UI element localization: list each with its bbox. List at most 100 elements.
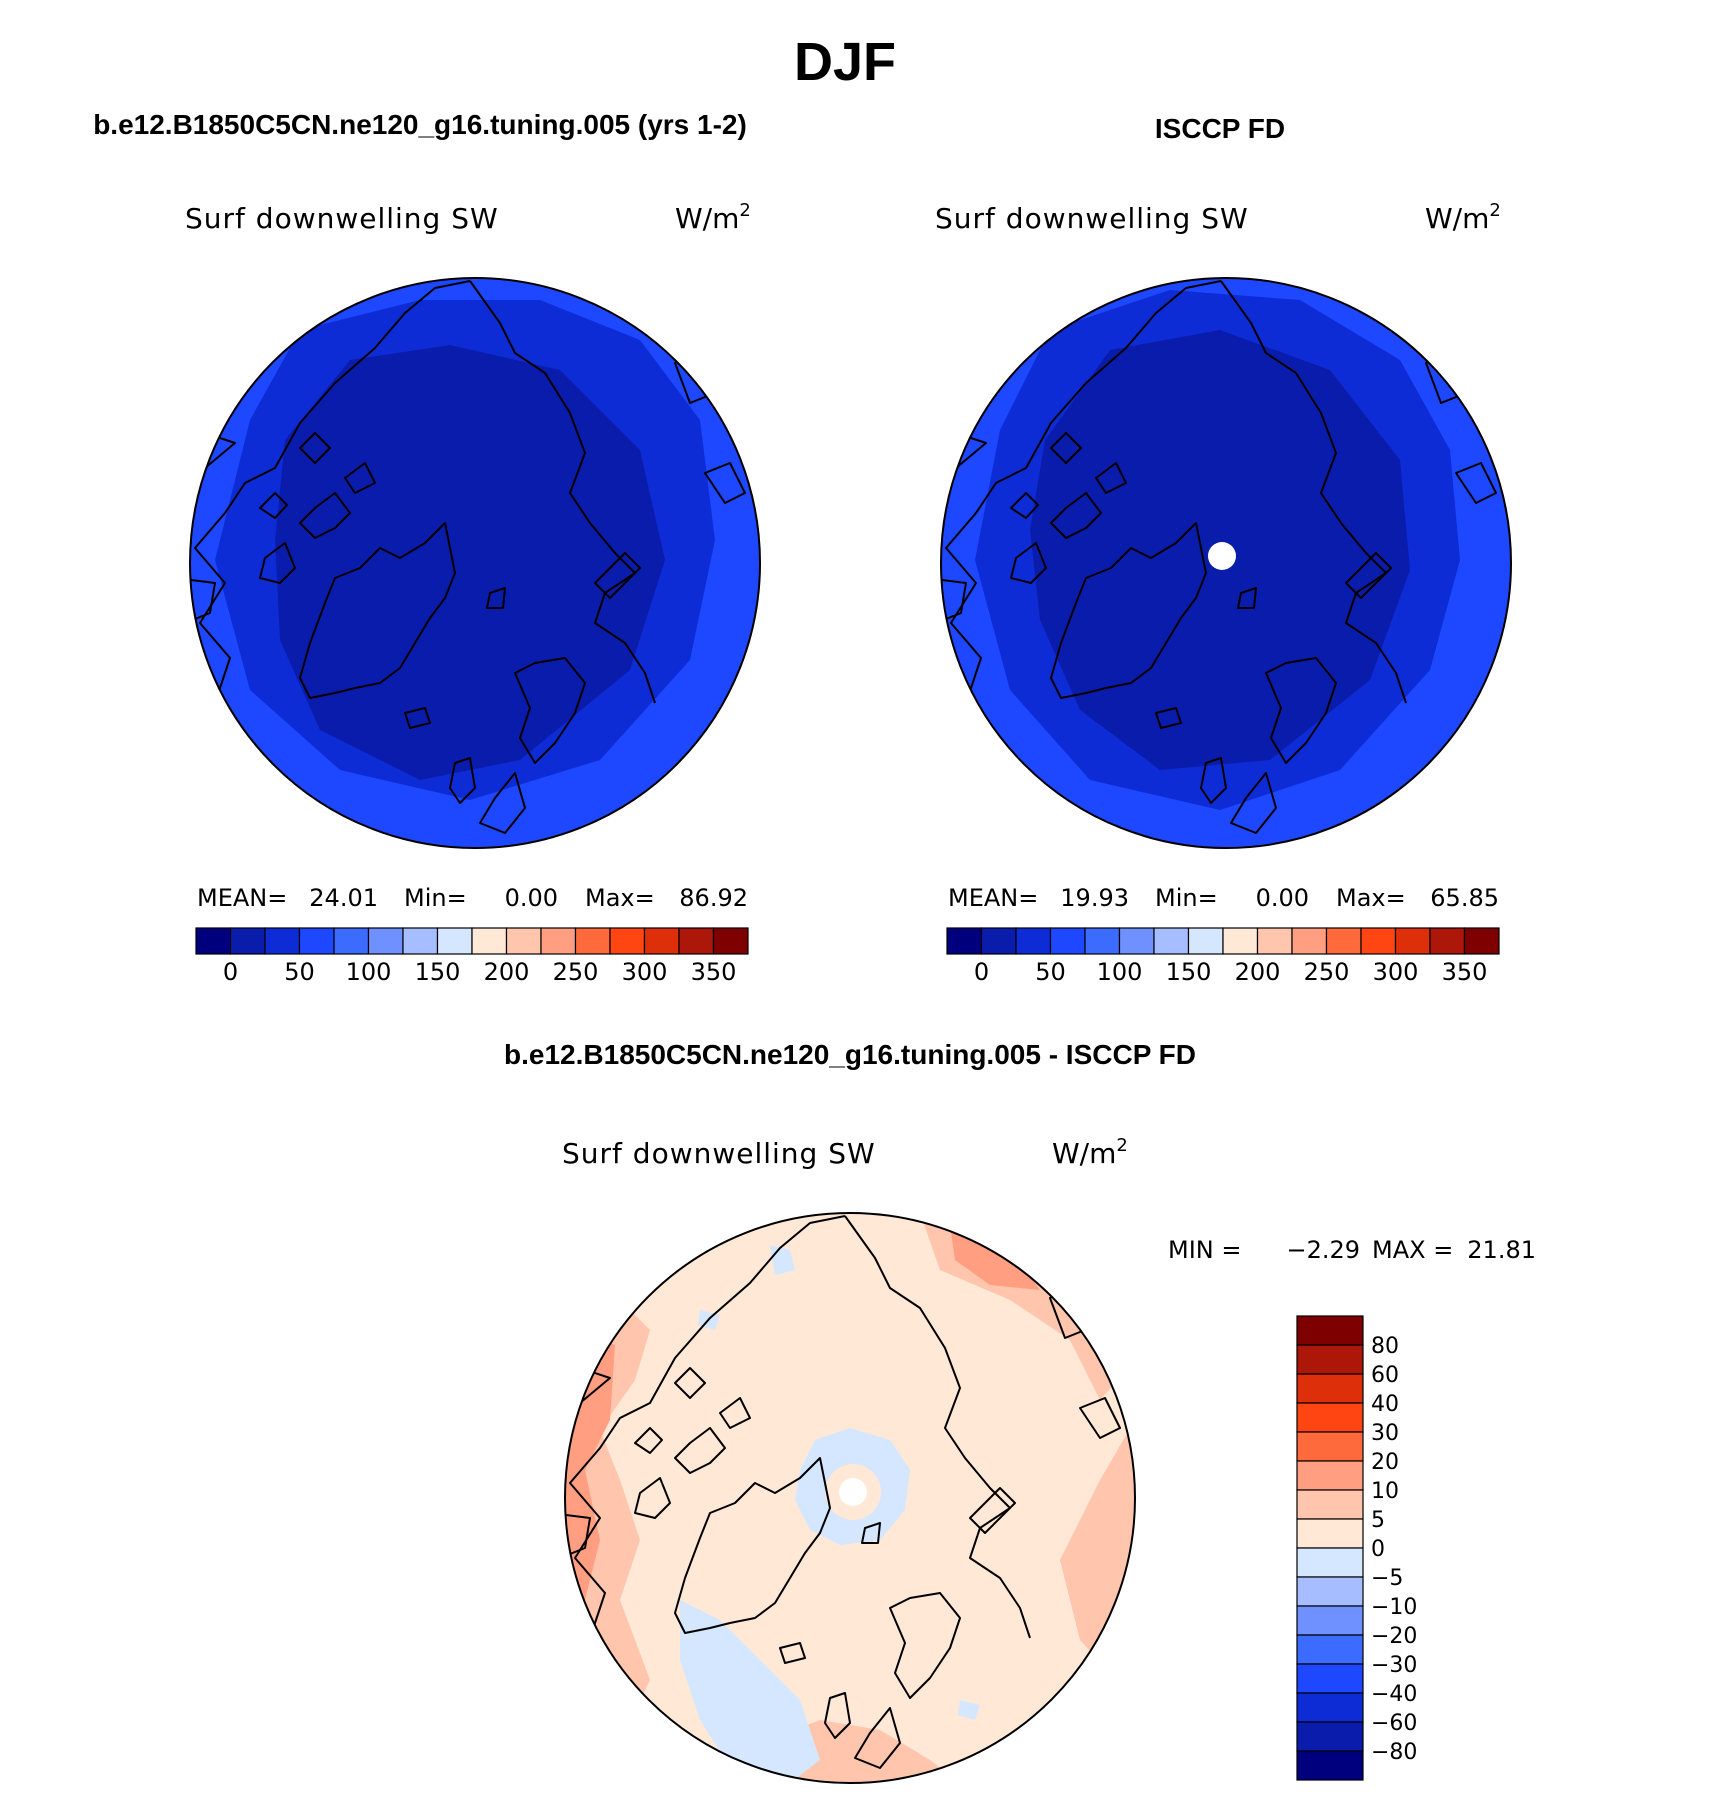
units-exp-obs: 2 (1489, 200, 1500, 221)
colorbar-box (298, 927, 335, 955)
max-value-model: 86.92 (679, 884, 748, 912)
colorbar-tick-label: 20 (1371, 1450, 1399, 1475)
colorbar-box (1291, 927, 1328, 955)
colorbar-tick-label: 80 (1371, 1334, 1399, 1359)
colorbar-box (1015, 927, 1052, 955)
min-value-model: 0.00 (505, 884, 558, 912)
missing-pole-obs (1208, 542, 1236, 570)
variable-label-model: Surf downwelling SW (185, 202, 499, 235)
min-label-obs: Min= (1155, 884, 1218, 912)
max-label-obs: Max= (1336, 884, 1406, 912)
colorbar-tick-label: −80 (1371, 1740, 1417, 1765)
colorbar-obs: 0 50 100 150 200 250 300 350 (946, 927, 1500, 986)
colorbar-box (1296, 1315, 1364, 1346)
colorbar-diff: 80 60 40 30 20 10 5 0 −5 −10 −20 −30 −40 −60 −80 (1296, 1315, 1417, 1781)
colorbar-box (1296, 1344, 1364, 1375)
colorbar-box (1463, 927, 1500, 955)
colorbar-box (574, 927, 611, 955)
panel-model: b.e12.B1850C5CN.ne120_g16.tuning.005 (yr… (93, 109, 761, 986)
colorbar-box (471, 927, 508, 955)
zone-cool-right-diff (958, 1700, 980, 1720)
colorbar-box (229, 927, 266, 955)
colorbar-box (436, 927, 473, 955)
colorbar-tick-label: 0 (1371, 1537, 1385, 1562)
units-exp-model: 2 (739, 200, 750, 221)
colorbar-tick-label: 150 (1166, 958, 1212, 986)
colorbar-box (1296, 1663, 1364, 1694)
colorbar-box (1296, 1431, 1364, 1462)
colorbar-tick-label: 60 (1371, 1363, 1399, 1388)
colorbar-box (1153, 927, 1190, 955)
colorbar-box (333, 927, 370, 955)
colorbar-box (367, 927, 404, 955)
colorbar-box (1296, 1489, 1364, 1520)
colorbar-tick-label: 250 (553, 958, 599, 986)
colorbar-tick-label: −10 (1371, 1595, 1417, 1620)
colorbar-box (1296, 1547, 1364, 1578)
variable-label-obs: Surf downwelling SW (935, 202, 1249, 235)
panel-difference: b.e12.B1850C5CN.ne120_g16.tuning.005 - I… (504, 1039, 1536, 1784)
colorbar-box (1296, 1692, 1364, 1723)
colorbar-box (712, 927, 749, 955)
max-value-obs: 65.85 (1430, 884, 1499, 912)
map-model (190, 278, 760, 848)
colorbar-box (1325, 927, 1362, 955)
map-border-model (189, 277, 761, 849)
mean-label-obs: MEAN= (948, 884, 1038, 912)
units-label-obs: W/m2 (1425, 200, 1501, 235)
min-label-diff: MIN = (1168, 1236, 1241, 1264)
colorbar-box (1296, 1605, 1364, 1636)
colorbar-model: 0 50 100 150 200 250 300 350 (195, 927, 749, 986)
panel-obs: ISCCP FD Surf downwelling SW W/m2 MEAN= … (935, 113, 1512, 986)
colorbar-tick-label: 350 (691, 958, 737, 986)
colorbar-box (540, 927, 577, 955)
colorbar-tick-label: 100 (1097, 958, 1143, 986)
colorbar-tick-label: −20 (1371, 1624, 1417, 1649)
colorbar-box (1118, 927, 1155, 955)
colorbar-tick-label: 350 (1442, 958, 1488, 986)
colorbar-tick-label: −5 (1371, 1566, 1403, 1591)
mean-value-model: 24.01 (309, 884, 378, 912)
colorbar-box (1296, 1518, 1364, 1549)
units-obs: W/m (1425, 202, 1489, 235)
colorbar-tick-label: 300 (1373, 958, 1419, 986)
colorbar-tick-label: 0 (223, 958, 238, 986)
case-title-model: b.e12.B1850C5CN.ne120_g16.tuning.005 (yr… (93, 109, 747, 140)
colorbar-box (643, 927, 680, 955)
colorbar-tick-label: 100 (346, 958, 392, 986)
colorbar-box (1296, 1576, 1364, 1607)
season-title: DJF (794, 32, 896, 92)
variable-label-diff: Surf downwelling SW (562, 1137, 876, 1170)
colorbar-box (264, 927, 301, 955)
units-label-diff: W/m2 (1052, 1135, 1128, 1170)
colorbar-tick-label: −40 (1371, 1682, 1417, 1707)
colorbar-tick-label: 50 (1035, 958, 1066, 986)
colorbar-box (1222, 927, 1259, 955)
colorbar-box (195, 927, 232, 955)
max-value-diff: 21.81 (1467, 1236, 1536, 1264)
colorbar-tick-label: 150 (415, 958, 461, 986)
colorbar-box (678, 927, 715, 955)
colorbar-box (1429, 927, 1466, 955)
colorbar-box (980, 927, 1017, 955)
colorbar-tick-label: 30 (1371, 1421, 1399, 1446)
colorbar-tick-label: 250 (1304, 958, 1350, 986)
missing-pole-diff (839, 1478, 867, 1506)
colorbar-box (1296, 1750, 1364, 1781)
zone-polar-model (275, 345, 665, 780)
min-label-model: Min= (404, 884, 467, 912)
units-label-model: W/m2 (675, 200, 751, 235)
max-label-diff: MAX = (1372, 1236, 1453, 1264)
colorbar-box (1394, 927, 1431, 955)
colorbar-tick-label: −60 (1371, 1711, 1417, 1736)
colorbar-box (1296, 1634, 1364, 1665)
colorbar-box (505, 927, 542, 955)
colorbar-box (1296, 1373, 1364, 1404)
min-value-diff: −2.29 (1286, 1236, 1360, 1264)
colorbar-box (946, 927, 983, 955)
mean-label-model: MEAN= (197, 884, 287, 912)
zone-cool-bottom-diff (680, 1600, 820, 1783)
colorbar-tick-label: 10 (1371, 1479, 1399, 1504)
max-label-model: Max= (585, 884, 655, 912)
